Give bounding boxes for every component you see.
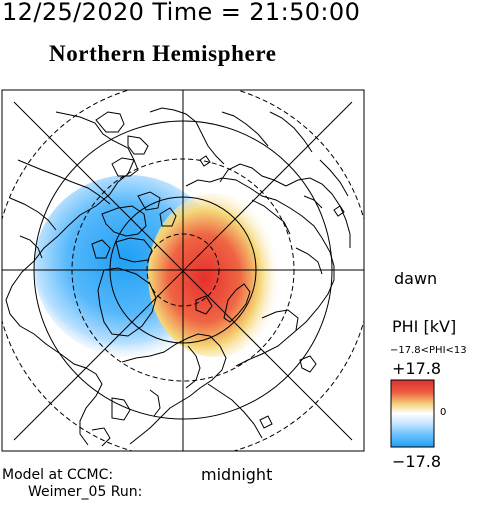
colorbar-range: −17.8<PHI<13 — [390, 345, 467, 356]
meridian-line-diagonal-b — [13, 101, 353, 441]
colorbar-mid-label: 0 — [440, 407, 447, 418]
colorbar-title: PHI [kV] — [392, 317, 457, 336]
colorbar-max-label: +17.8 — [392, 359, 442, 378]
colorbar-min-label: −17.8 — [392, 452, 442, 471]
model-label: Model at CCMC: — [2, 467, 114, 483]
header-date-time: 12/25/2020 Time = 21:50:00 — [2, 0, 361, 26]
run-label: Weimer_05 Run: — [28, 484, 143, 500]
positive-potential-cell — [148, 193, 282, 357]
page-title: Northern Hemisphere — [49, 41, 277, 66]
colorbar — [390, 379, 435, 448]
midnight-label: midnight — [201, 465, 273, 484]
map-content — [2, 90, 364, 451]
coastlines — [5, 107, 351, 447]
dawn-label: dawn — [394, 269, 438, 288]
